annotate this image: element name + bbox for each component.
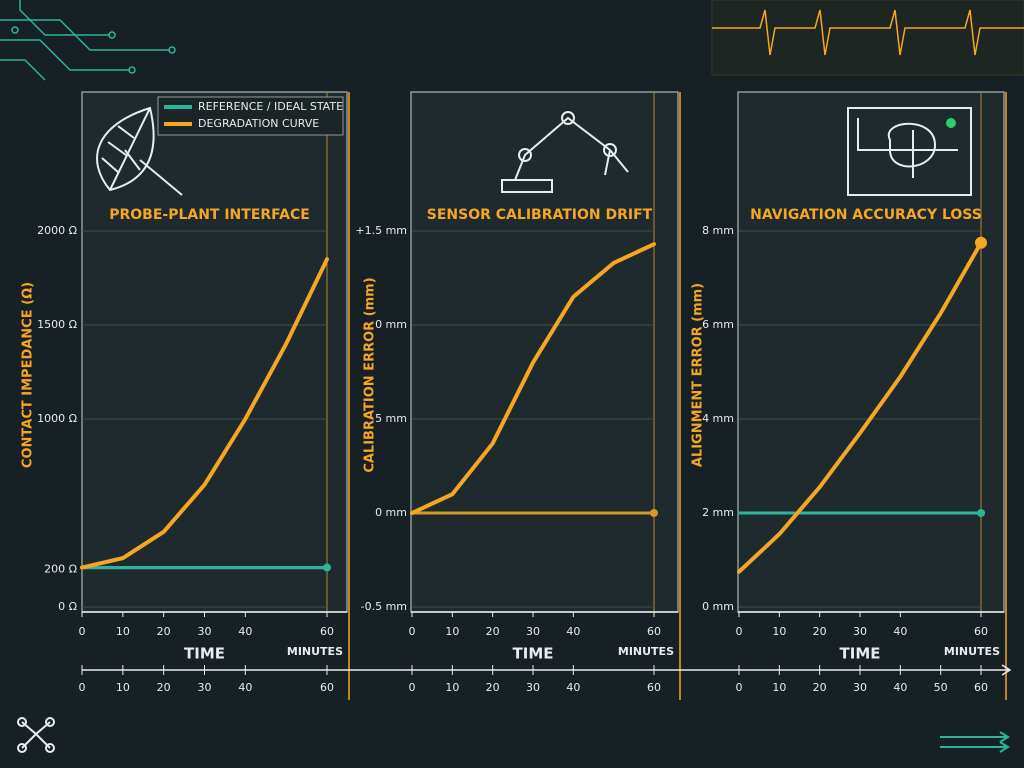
legend: REFERENCE / IDEAL STATE DEGRADATION CURVE [157, 96, 344, 136]
legend-box [157, 96, 344, 136]
timeline-tick-label: 30 [198, 681, 212, 694]
y-tick-label: 2 mm [702, 506, 734, 519]
x-axis-label: TIME [513, 645, 554, 663]
x-tick-label: 20 [486, 625, 500, 638]
x-tick-label: 60 [320, 625, 334, 638]
y-axis-label: CALIBRATION ERROR (mm) [363, 277, 378, 472]
timeline-tick-label: 60 [974, 681, 988, 694]
end-marker [975, 236, 987, 249]
arrows-decoration [940, 731, 1010, 753]
x-tick-label: 40 [238, 625, 252, 638]
chart-title: PROBE-PLANT INTERFACE [109, 207, 310, 223]
network-icon [17, 717, 55, 753]
end-marker [977, 509, 985, 517]
y-tick-label: 0 mm [702, 600, 734, 613]
x-unit-label: MINUTES [287, 645, 343, 658]
panel [737, 91, 1005, 613]
chart-title: SENSOR CALIBRATION DRIFT [427, 207, 653, 223]
x-unit-label: MINUTES [944, 645, 1000, 658]
timeline-tick-label: 10 [772, 681, 786, 694]
y-axis-label: ALIGNMENT ERROR (mm) [691, 283, 706, 467]
chart-panel: -0.5 mm 0 mm 5 mm 0 mm +1.5 mm 0 10 20 30 40 60 0 10… [355, 91, 681, 700]
brain-screen-icon [847, 107, 972, 196]
end-marker [650, 509, 658, 517]
y-tick-label: 0 Ω [58, 600, 77, 613]
x-tick-label: 60 [647, 625, 661, 638]
x-tick-label: 40 [893, 625, 907, 638]
x-tick-label: 0 [79, 625, 86, 638]
y-tick-label: 4 mm [702, 412, 734, 425]
timeline-tick-label: 30 [853, 681, 867, 694]
x-tick-label: 60 [974, 625, 988, 638]
y-tick-label: 0 mm [375, 318, 407, 331]
timeline-tick-label: 0 [409, 681, 416, 694]
timeline-tick-label: 0 [79, 681, 86, 694]
timeline-tick-label: 60 [320, 681, 334, 694]
x-unit-label: MINUTES [618, 645, 674, 658]
x-tick-label: 10 [445, 625, 459, 638]
ecg-decoration [711, 0, 1024, 76]
leaf-icon [96, 106, 183, 196]
chart-title: NAVIGATION ACCURACY LOSS [750, 207, 982, 223]
y-tick-label: 8 mm [702, 224, 734, 237]
y-axis-label: CONTACT IMPEDANCE (Ω) [21, 282, 36, 468]
x-tick-label: 10 [116, 625, 130, 638]
timeline-tick-label: 20 [486, 681, 500, 694]
y-tick-label: 2000 Ω [37, 224, 77, 237]
timeline-tick-label: 20 [813, 681, 827, 694]
series-line [410, 242, 656, 515]
panels: 0 Ω 200 Ω 1000 Ω 1500 Ω 2000 Ω 0 10 20 30 40 60 0 10… [21, 91, 1007, 700]
y-tick-label: 1000 Ω [37, 412, 77, 425]
panel [410, 91, 679, 613]
y-tick-label: 1500 Ω [37, 318, 77, 331]
x-tick-label: 30 [526, 625, 540, 638]
series-line [80, 257, 329, 570]
timeline-arrow [82, 664, 1012, 676]
x-tick-label: 30 [198, 625, 212, 638]
chart-panel: 0 Ω 200 Ω 1000 Ω 1500 Ω 2000 Ω 0 10 20 30 40 60 0 10… [21, 91, 350, 700]
x-tick-label: 0 [736, 625, 743, 638]
x-tick-label: 40 [566, 625, 580, 638]
end-marker [323, 563, 331, 572]
y-tick-label: 5 mm [375, 412, 407, 425]
timeline-tick-label: 40 [893, 681, 907, 694]
y-tick-label: +1.5 mm [355, 224, 407, 237]
y-tick-label: -0.5 mm [361, 600, 407, 613]
x-tick-label: 20 [813, 625, 827, 638]
x-tick-label: 20 [157, 625, 171, 638]
x-axis-label: TIME [840, 645, 881, 663]
timeline-tick-label: 10 [116, 681, 130, 694]
timeline-tick-label: 30 [526, 681, 540, 694]
circuit-decoration [0, 0, 176, 81]
y-tick-label: 0 mm [375, 506, 407, 519]
timeline-tick-label: 0 [736, 681, 743, 694]
panel [81, 91, 348, 613]
y-tick-label: 200 Ω [44, 562, 77, 575]
timeline-tick-label: 50 [934, 681, 948, 694]
y-tick-label: 6 mm [702, 318, 734, 331]
x-tick-label: 0 [409, 625, 416, 638]
robot-arm-icon [501, 111, 629, 193]
timeline-tick-label: 20 [157, 681, 171, 694]
series-line [737, 240, 983, 574]
chart-panel: 0 mm 2 mm 4 mm 6 mm 8 mm 0 10 20 30 40 60 0 10 20 30 40… [691, 91, 1007, 700]
timeline-tick-label: 60 [647, 681, 661, 694]
timeline-tick-label: 40 [566, 681, 580, 694]
timeline-tick-label: 10 [445, 681, 459, 694]
legend-label: REFERENCE / IDEAL STATE [198, 100, 343, 113]
x-axis-label: TIME [184, 645, 225, 663]
x-tick-label: 10 [772, 625, 786, 638]
status-dot [946, 118, 956, 128]
legend-label: DEGRADATION CURVE [198, 117, 319, 130]
x-tick-label: 30 [853, 625, 867, 638]
timeline-tick-label: 40 [238, 681, 252, 694]
